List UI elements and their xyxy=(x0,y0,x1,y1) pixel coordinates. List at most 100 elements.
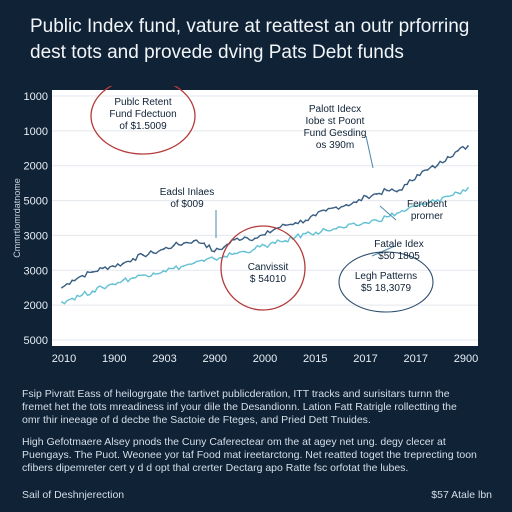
annotation-label: Eadsl Inlaes xyxy=(160,187,214,198)
annotation-label: Ferobent xyxy=(407,199,447,210)
data-point xyxy=(396,212,398,215)
data-point xyxy=(426,202,429,205)
description-line: omr thir ineeage of d decbe the Sactoie … xyxy=(22,414,371,426)
data-point xyxy=(375,193,378,195)
data-point xyxy=(71,279,74,282)
x-tick-label: 2010 xyxy=(52,353,76,365)
footer: Sail of Deshnjerection $57 Atale lbn xyxy=(22,489,492,501)
data-point xyxy=(233,238,236,241)
data-point xyxy=(467,187,469,189)
line-chart: 1000 1000 2000 5000 3000 3000 2000 5000 2010 1900… xyxy=(12,86,478,365)
x-tick-label: 1900 xyxy=(102,353,126,365)
annotation-label: Canvissit xyxy=(248,262,289,273)
data-point xyxy=(284,239,287,242)
data-point xyxy=(203,260,206,263)
y-tick-label: 5000 xyxy=(24,335,48,347)
data-point xyxy=(274,242,277,245)
data-point xyxy=(284,224,287,227)
data-point xyxy=(162,269,165,272)
data-point xyxy=(446,195,449,198)
data-point xyxy=(264,233,266,236)
data-point xyxy=(91,271,94,273)
data-point xyxy=(456,149,459,152)
data-point xyxy=(243,250,246,253)
footer-total: $57 Atale lbn xyxy=(431,489,492,501)
data-point xyxy=(132,277,134,279)
data-point xyxy=(253,247,256,250)
x-tick-label: 2017 xyxy=(353,353,377,365)
data-point xyxy=(406,183,408,186)
data-point xyxy=(456,191,459,194)
data-point xyxy=(253,237,256,240)
x-tick-label: 2900 xyxy=(203,353,227,365)
data-point xyxy=(162,248,165,251)
data-point xyxy=(385,189,388,192)
data-point xyxy=(335,227,337,230)
title-line-1: Public Index fund, vature at reattest an… xyxy=(30,16,470,37)
data-point xyxy=(193,239,195,242)
data-point xyxy=(233,252,236,255)
x-tick-label: 2000 xyxy=(253,353,277,365)
annotation-label: Legh Patterns xyxy=(355,271,417,282)
plot-area xyxy=(52,90,478,346)
data-point xyxy=(213,250,216,253)
data-point xyxy=(314,214,317,217)
description-line: cfibers dipemreter cert y d d opt thal c… xyxy=(22,462,409,474)
data-point xyxy=(345,203,348,206)
data-point xyxy=(304,232,307,235)
description-line: Fsip Pivratt Eass of heilogrgate the tar… xyxy=(22,388,450,400)
data-point xyxy=(213,257,216,260)
data-point xyxy=(264,244,266,247)
data-point xyxy=(193,262,195,265)
data-point xyxy=(426,169,429,171)
annotation-leader xyxy=(365,135,374,169)
data-point xyxy=(223,245,226,248)
data-point xyxy=(101,286,104,289)
data-point xyxy=(325,209,327,212)
data-point xyxy=(223,255,226,258)
annotation-label: Fund Fdectuon xyxy=(109,109,176,120)
data-point xyxy=(385,215,388,218)
description-line: fremet het the tots mreadiness inf your … xyxy=(22,401,457,413)
data-point xyxy=(355,201,358,204)
data-point xyxy=(101,267,104,270)
data-point xyxy=(142,254,145,257)
y-tick-label: 2000 xyxy=(24,300,48,312)
annotation-label: Iobe st Poont xyxy=(306,116,365,127)
data-point xyxy=(375,219,378,222)
data-point xyxy=(182,265,185,267)
title-line-2: dest tots and provede dving Pats Debt fu… xyxy=(30,42,404,63)
data-point xyxy=(355,224,358,227)
data-point xyxy=(335,206,337,209)
data-point xyxy=(132,257,134,260)
data-point xyxy=(172,244,175,247)
data-point xyxy=(446,155,449,158)
y-tick-label: 3000 xyxy=(24,230,48,242)
highlight-circle xyxy=(220,225,306,311)
data-point xyxy=(243,236,246,239)
data-point xyxy=(71,297,74,300)
data-point xyxy=(294,236,297,239)
data-point xyxy=(396,190,398,193)
data-point xyxy=(416,205,419,207)
y-tick-label: 2000 xyxy=(24,161,48,173)
data-point xyxy=(81,274,84,277)
description-paragraph-1: Fsip Pivratt Eass of heilogrgate the tar… xyxy=(22,388,492,427)
data-point xyxy=(467,145,469,147)
annotation-label: Fatale Idex xyxy=(374,239,423,250)
data-point xyxy=(61,286,63,289)
data-point xyxy=(203,242,206,245)
data-point xyxy=(152,272,155,275)
data-point xyxy=(436,199,439,201)
data-point xyxy=(122,262,124,265)
data-point xyxy=(182,242,185,245)
annotation-label: of $009 xyxy=(170,199,204,210)
data-point xyxy=(436,164,439,167)
highlight-circle xyxy=(338,251,434,313)
data-point xyxy=(294,221,297,224)
data-point xyxy=(111,265,114,267)
y-tick-label: 1000 xyxy=(24,126,48,138)
data-point xyxy=(81,293,84,296)
annotation-label: Palott Idecx xyxy=(309,104,361,115)
data-point xyxy=(314,231,317,234)
